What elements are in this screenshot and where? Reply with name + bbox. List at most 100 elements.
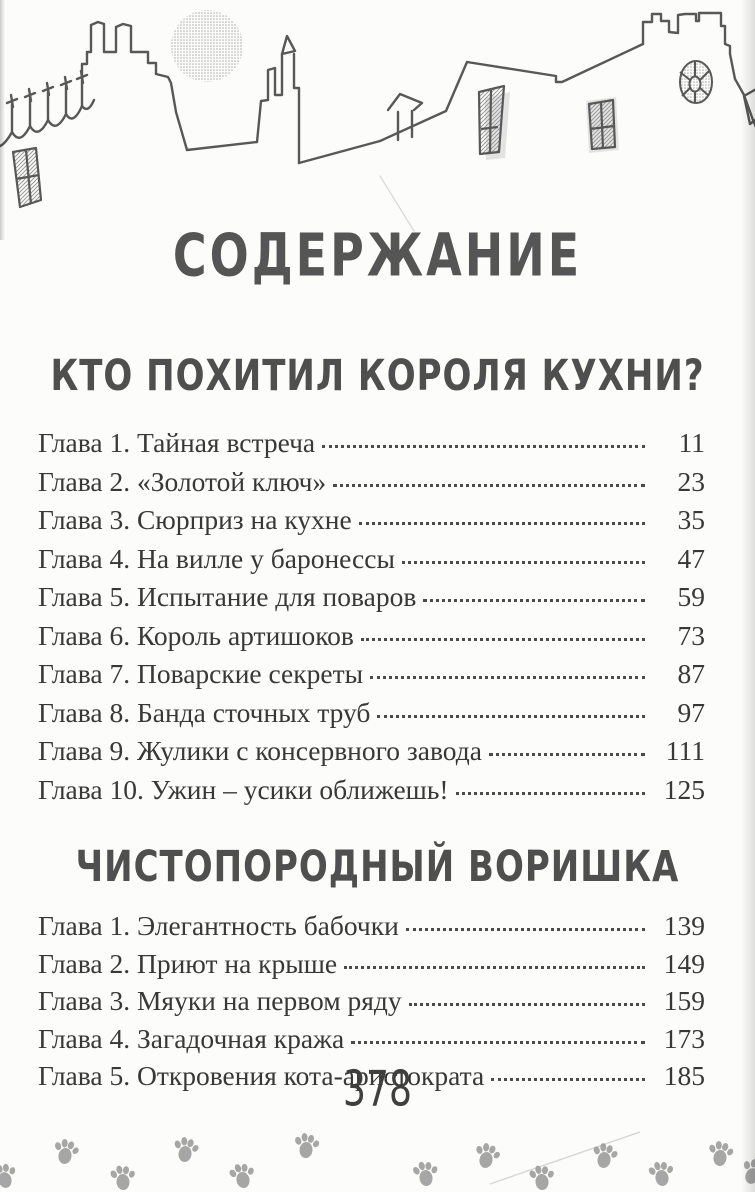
paw-print-icon <box>171 1135 201 1164</box>
toc-entry-page: 149 <box>663 947 705 979</box>
toc-entry-page: 11 <box>678 427 705 458</box>
page-footer: 378 <box>0 1061 755 1192</box>
toc-entry-page: 87 <box>677 658 706 689</box>
toc-entry: Глава 7. Поварские секреты 87 <box>38 655 705 694</box>
paw-print-icon <box>226 1160 259 1191</box>
section-heading: КТО ПОХИТИЛ КОРОЛЯ КУХНИ? <box>50 351 705 401</box>
toc-entry-page: 111 <box>665 735 705 766</box>
toc-entry: Глава 8. Банда сточных труб 97 <box>38 694 705 733</box>
toc-leader-dots <box>401 560 645 564</box>
paw-print-icon <box>292 1131 322 1160</box>
toc-entry-page: 173 <box>663 1022 705 1054</box>
toc-entry: Глава 2. «Золотой ключ» 23 <box>38 463 705 502</box>
toc-leader-dots <box>377 714 645 718</box>
paw-print-icon <box>0 1159 21 1192</box>
roofline-middle <box>297 42 645 165</box>
toc-entry: Глава 9. Жулики с консервного завода 111 <box>38 732 705 771</box>
toc-sections: КТО ПОХИТИЛ КОРОЛЯ КУХНИ? Глава 1. Тайна… <box>0 351 755 1095</box>
page-number: 378 <box>343 1060 412 1118</box>
toc-entry-page: 185 <box>663 1060 705 1092</box>
toc-entry-label: Глава 2. «Золотой ключ» <box>38 465 327 497</box>
toc-leader-dots <box>405 928 645 931</box>
toc-entry-page: 125 <box>663 773 705 805</box>
toc-entry: Глава 1. Элегантность бабочки 139 <box>38 907 705 945</box>
toc-entry: Глава 5. Откровения кота-аристократа 185 <box>38 1057 705 1095</box>
roofline-left <box>154 52 284 152</box>
toc-entry-page: 47 <box>677 542 706 574</box>
paw-print-icon <box>527 1163 557 1192</box>
fence-icon <box>0 69 96 148</box>
toc-entry-label: Глава 3. Мяуки на первом ряду <box>38 985 402 1017</box>
toc-leader-dots <box>322 445 645 448</box>
toc-leader-dots <box>491 1078 645 1082</box>
toc-entry: Глава 2. Приют на крыше 149 <box>38 945 705 983</box>
toc-entry: Глава 6. Король артишоков 73 <box>38 617 705 656</box>
toc-entry-label: Глава 5. Откровения кота-аристократа <box>38 1060 485 1092</box>
spire-icon <box>280 34 301 165</box>
toc-leader-dots <box>333 483 645 487</box>
toc-leader-dots <box>358 522 645 525</box>
moon-icon <box>171 10 243 82</box>
roof-vent-icon <box>386 92 424 142</box>
paw-print-icon <box>50 1136 82 1167</box>
toc-entry-page: 73 <box>677 619 706 651</box>
section-heading: ЧИСТОПОРОДНЫЙ ВОРИШКА <box>75 842 680 892</box>
toc-entry-label: Глава 5. Испытание для поваров <box>38 581 417 612</box>
toc-entry-label: Глава 2. Приют на крыше <box>38 947 338 979</box>
toc-section: ЧИСТОПОРОДНЫЙ ВОРИШКА Глава 1. Элегантно… <box>0 842 755 1095</box>
paw-print-icon <box>737 1155 755 1189</box>
roofline-right <box>641 11 755 128</box>
toc-entry-label: Глава 1. Элегантность бабочки <box>38 910 399 941</box>
paw-prints-row <box>0 1131 755 1192</box>
toc-leader-dots <box>408 1003 645 1007</box>
toc-leader-dots <box>455 791 645 795</box>
toc-list: Глава 1. Элегантность бабочки 139 Глава … <box>38 907 705 1095</box>
attic-window-icon <box>11 146 43 209</box>
toc-leader-dots <box>351 1040 645 1044</box>
toc-section: КТО ПОХИТИЛ КОРОЛЯ КУХНИ? Глава 1. Тайна… <box>0 351 755 809</box>
toc-entry-label: Глава 4. Загадочная кража <box>38 1022 345 1054</box>
dormer-window-icon <box>477 84 510 160</box>
toc-entry-page: 97 <box>677 696 706 728</box>
toc-leader-dots <box>488 753 645 756</box>
toc-entry-page: 59 <box>677 581 706 612</box>
paw-print-icon <box>590 1141 620 1170</box>
toc-entry: Глава 3. Мяуки на первом ряду 159 <box>38 982 705 1020</box>
toc-entry-label: Глава 9. Жулики с консервного завода <box>38 735 482 766</box>
toc-entry-page: 23 <box>677 465 706 497</box>
scan-scratch <box>379 175 415 232</box>
toc-entry: Глава 4. На вилле у баронессы 47 <box>38 540 705 579</box>
page-title: СОДЕРЖАНИЕ <box>172 220 583 290</box>
toc-entry-label: Глава 10. Ужин – усики оближешь! <box>38 773 449 805</box>
toc-entry-label: Глава 8. Банда сточных труб <box>38 696 371 728</box>
toc-entry: Глава 5. Испытание для поваров 59 <box>38 578 705 617</box>
toc-leader-dots <box>423 599 645 602</box>
edge-window-icon <box>742 88 755 126</box>
paw-print-icon <box>646 1158 677 1189</box>
toc-entry-label: Глава 1. Тайная встреча <box>38 427 316 458</box>
paw-print-icon <box>108 1163 138 1192</box>
toc-leader-dots <box>370 676 645 679</box>
toc-entry-label: Глава 6. Король артишоков <box>38 619 354 651</box>
paw-print-icon <box>410 1159 441 1188</box>
paw-print-icon <box>471 1140 503 1171</box>
toc-entry: Глава 10. Ужин – усики оближешь! 125 <box>38 771 705 810</box>
toc-leader-dots <box>344 965 645 969</box>
toc-entry: Глава 3. Сюрприз на кухне 35 <box>38 501 705 540</box>
rooftops-illustration <box>0 10 755 232</box>
paw-print-icon <box>706 1139 736 1168</box>
toc-entry-label: Глава 7. Поварские секреты <box>38 658 364 689</box>
toc-list: Глава 1. Тайная встреча 11 Глава 2. «Зол… <box>38 424 705 809</box>
toc-entry-page: 35 <box>677 504 706 535</box>
toc-leader-dots <box>360 637 645 641</box>
toc-entry: Глава 1. Тайная встреча 11 <box>38 424 705 463</box>
toc-entry-page: 139 <box>663 910 705 941</box>
small-window-icon <box>586 97 619 153</box>
chimney-icon <box>80 20 158 81</box>
toc-entry-label: Глава 3. Сюрприз на кухне <box>38 504 352 535</box>
scan-scratch <box>489 1131 641 1185</box>
toc-entry-label: Глава 4. На вилле у баронессы <box>38 542 395 574</box>
toc-entry: Глава 4. Загадочная кража 173 <box>38 1020 705 1058</box>
toc-entry-page: 159 <box>663 985 705 1017</box>
